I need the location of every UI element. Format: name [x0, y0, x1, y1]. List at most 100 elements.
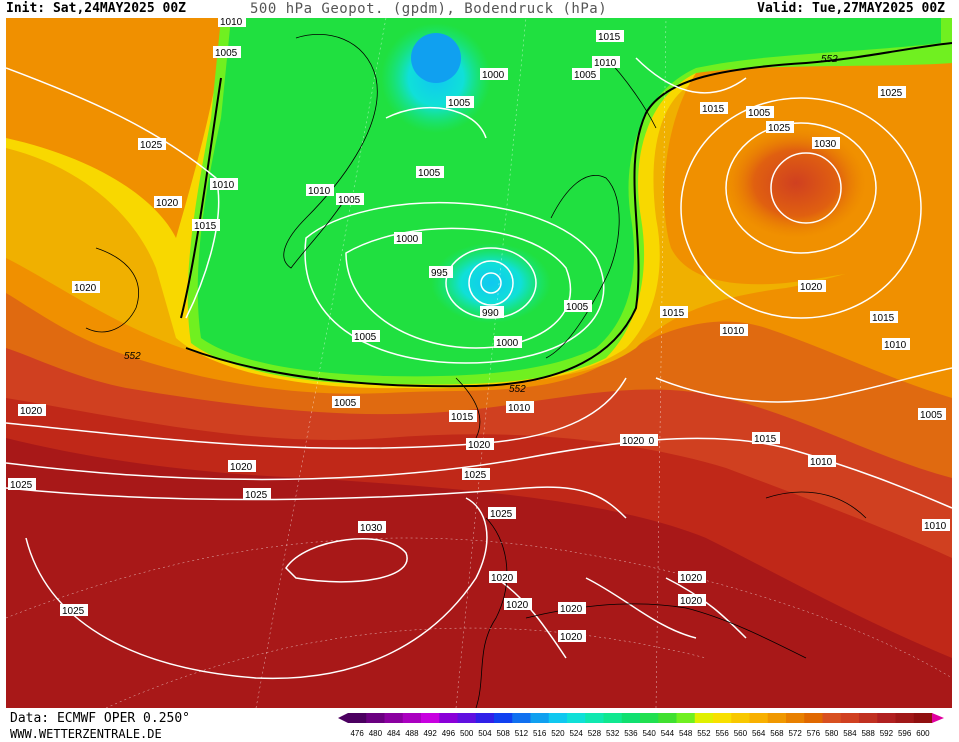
isobar-label: 1025: [462, 468, 490, 481]
svg-text:1000: 1000: [482, 70, 505, 81]
isobar-label: 1020: [72, 281, 100, 294]
legend-tick-label: 520: [551, 729, 565, 738]
svg-text:1015: 1015: [194, 221, 217, 232]
isobar-label: 1025: [138, 138, 166, 151]
legend-swatch: [348, 713, 367, 723]
geopotential-label: 552: [509, 384, 526, 395]
svg-text:1005: 1005: [920, 410, 943, 421]
legend-tick-label: 512: [515, 729, 529, 738]
legend-tick-label: 592: [880, 729, 894, 738]
legend-swatch: [640, 713, 659, 723]
svg-text:1010: 1010: [884, 340, 907, 351]
legend-tick-label: 536: [624, 729, 638, 738]
svg-text:1015: 1015: [754, 434, 777, 445]
field-orange-nw: [6, 18, 226, 238]
isobar-label: 1010: [720, 324, 748, 337]
legend-swatch: [713, 713, 732, 723]
svg-text:1015: 1015: [662, 308, 685, 319]
legend-tick-label: 516: [533, 729, 547, 738]
svg-text:1025: 1025: [768, 123, 791, 134]
isobar-label: 1010: [506, 401, 534, 414]
valid-time: Valid: Tue,27MAY2025 00Z: [757, 1, 945, 16]
header-bar: Init: Sat,24MAY2025 00Z 500 hPa Geopot. …: [0, 0, 959, 18]
legend-tick-label: 484: [387, 729, 401, 738]
legend-swatch: [402, 713, 422, 723]
legend-tick-label: 548: [679, 729, 693, 738]
legend-tick-label: 584: [843, 729, 857, 738]
svg-text:1025: 1025: [490, 509, 513, 520]
website-link[interactable]: WWW.WETTERZENTRALE.DE: [10, 727, 162, 741]
svg-text:1010: 1010: [220, 18, 243, 28]
isobar-label: 1010: [592, 56, 620, 69]
legend-tick-label: 532: [606, 729, 620, 738]
legend-swatch: [384, 713, 404, 723]
legend-swatch: [439, 713, 458, 723]
high-pressure-core: [726, 128, 866, 238]
init-time: Init: Sat,24MAY2025 00Z: [6, 1, 187, 16]
legend-swatch: [694, 713, 714, 723]
legend-tick-label: 524: [569, 729, 583, 738]
svg-text:1005: 1005: [566, 302, 589, 313]
legend-tick-label: 500: [460, 729, 474, 738]
isobar-label: 1015: [660, 306, 688, 319]
svg-text:1005: 1005: [338, 195, 361, 206]
legend-swatch: [457, 713, 477, 723]
isobar-label: 1015: [752, 432, 780, 445]
isobar-label: 1025: [8, 478, 36, 491]
legend-swatch: [494, 713, 513, 723]
isobar-label: 1025: [60, 604, 88, 617]
isobar-label: 1010: [306, 184, 334, 197]
legend-tick-label: 544: [661, 729, 675, 738]
isobar-label: 1025: [243, 488, 271, 501]
legend-swatch: [603, 713, 623, 723]
map-title: 500 hPa Geopot. (gpdm), Bodendruck (hPa): [250, 1, 608, 17]
legend-tick-label: 576: [807, 729, 821, 738]
legend-swatch: [475, 713, 495, 723]
legend-tick-label: 560: [734, 729, 748, 738]
legend-swatch: [895, 713, 915, 723]
svg-text:1015: 1015: [451, 412, 474, 423]
isobar-label: 1010: [210, 178, 238, 191]
legend-swatch: [676, 713, 696, 723]
legend-swatch: [877, 713, 896, 723]
isobar-label: 1020: [18, 404, 46, 417]
legend-tick-label: 540: [642, 729, 656, 738]
legend-swatch: [366, 713, 385, 723]
svg-text:1020: 1020: [491, 573, 514, 584]
svg-text:1020: 1020: [468, 440, 491, 451]
isobar-label: 1010: [808, 455, 836, 468]
isobar-label: 995: [429, 266, 453, 279]
isobar-label: 1000: [480, 68, 508, 81]
isobar-label: 1020: [620, 434, 648, 447]
legend-swatch: [840, 713, 860, 723]
isobar-label: 1000: [394, 232, 422, 245]
svg-text:1010: 1010: [508, 403, 531, 414]
svg-text:1025: 1025: [245, 490, 268, 501]
legend-tick-label: 572: [788, 729, 802, 738]
legend-swatch: [822, 713, 842, 723]
svg-text:1020: 1020: [680, 596, 703, 607]
legend-tick-label: 496: [442, 729, 456, 738]
coastlines: [85, 34, 867, 708]
legend-tick-label: 564: [752, 729, 766, 738]
svg-text:1020: 1020: [506, 600, 529, 611]
svg-text:1005: 1005: [418, 168, 441, 179]
isobar-label: 1020: [489, 571, 517, 584]
isobar-label: 1005: [336, 193, 364, 206]
svg-text:1020: 1020: [800, 282, 823, 293]
isobar-label: 1025: [766, 121, 794, 134]
svg-text:1030: 1030: [814, 139, 837, 150]
legend-swatch: [731, 713, 750, 723]
legend-tick-label: 480: [369, 729, 383, 738]
isobar-label: 1015: [596, 30, 624, 43]
svg-text:1030: 1030: [360, 523, 383, 534]
svg-text:1005: 1005: [354, 332, 377, 343]
map-canvas: 1010 1005 1015 1010 1005 1000 1005 1025 …: [6, 18, 952, 708]
legend-tick-label: 552: [697, 729, 711, 738]
isobar-label: 1020: [558, 602, 586, 615]
legend-arrow-left: [338, 713, 348, 723]
svg-text:1025: 1025: [464, 470, 487, 481]
data-source: Data: ECMWF OPER 0.250°: [10, 711, 191, 726]
legend-swatch: [585, 713, 604, 723]
isobar-label: 1025: [878, 86, 906, 99]
